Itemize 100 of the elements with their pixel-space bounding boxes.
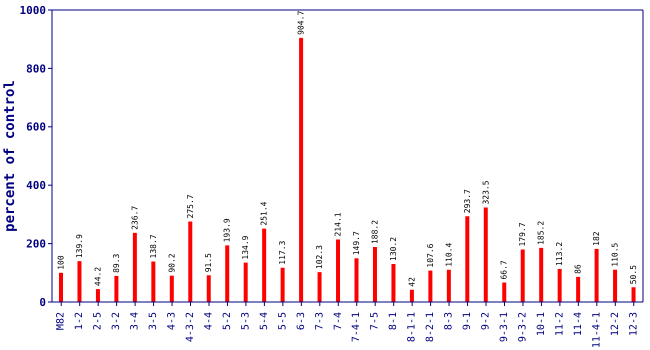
data-label: 293.7 — [462, 188, 472, 214]
bar — [576, 276, 580, 302]
y-tick-label: 200 — [26, 238, 46, 251]
x-tick-label: 3-2 — [111, 312, 122, 330]
bar — [114, 276, 118, 302]
data-label: 89.3 — [112, 253, 121, 273]
data-label: 42 — [407, 276, 416, 287]
y-tick-label: 0 — [39, 296, 46, 309]
data-label: 110.5 — [610, 242, 620, 267]
bar — [410, 290, 414, 302]
x-tick-label: 9-3-2 — [517, 312, 528, 342]
x-tick-label: 11-4-1 — [591, 312, 602, 348]
x-tick-label: 10-1 — [536, 312, 547, 336]
data-label: 134.9 — [241, 235, 250, 260]
x-tick-label: 7-5 — [370, 312, 381, 330]
data-label: 130.2 — [388, 236, 398, 261]
x-tick-label: 5-3 — [240, 312, 252, 330]
data-label: 185.2 — [536, 220, 546, 245]
bar — [613, 270, 618, 302]
x-tick-label: 4-4 — [203, 312, 214, 330]
x-tick-label: 7-4 — [332, 312, 344, 330]
x-tick-label: 6-3 — [296, 312, 307, 330]
data-label: 193.9 — [222, 218, 232, 242]
data-label: 44.2 — [93, 266, 102, 286]
data-label: 139.9 — [74, 234, 84, 258]
data-label: 117.3 — [278, 240, 288, 265]
bar — [465, 216, 470, 302]
x-tick-label: 5-4 — [258, 312, 270, 330]
x-tick-label: 3-5 — [148, 312, 160, 330]
bar — [318, 272, 322, 302]
x-tick-label: 4-3 — [166, 312, 178, 330]
data-label: 182 — [592, 231, 602, 246]
bar — [391, 264, 396, 302]
bar — [77, 261, 82, 302]
bar — [59, 272, 63, 302]
bar — [188, 221, 192, 302]
data-label: 188.2 — [370, 220, 380, 244]
bar — [244, 262, 248, 302]
bar — [594, 248, 599, 302]
x-tick-label: 11-2 — [554, 312, 566, 336]
data-label: 100 — [56, 255, 66, 270]
x-tick-label: 7-3 — [314, 312, 326, 330]
bar — [280, 268, 285, 302]
x-tick-label: 8-1 — [388, 312, 400, 330]
data-label: 323.5 — [481, 180, 490, 205]
x-tick-label: 5-2 — [222, 312, 233, 330]
data-label: 251.4 — [260, 201, 269, 226]
x-tick-label: 8-1-1 — [406, 312, 418, 342]
y-tick-label: 800 — [26, 62, 46, 76]
bar — [372, 247, 377, 302]
bar — [225, 245, 230, 302]
x-tick-label: 8-3 — [444, 312, 455, 330]
data-label: 113.2 — [555, 242, 564, 266]
x-tick-label: 7-4-1 — [351, 312, 362, 342]
x-tick-label: 4-3-2 — [185, 312, 196, 342]
bar — [96, 289, 100, 302]
bar — [539, 248, 544, 302]
bar — [354, 258, 358, 302]
x-tick-label: 3-4 — [130, 312, 141, 330]
bar — [558, 268, 562, 302]
bar — [206, 275, 211, 302]
bar — [299, 38, 304, 302]
data-label: 214.1 — [334, 212, 343, 236]
x-tick-label: 12-3 — [628, 312, 640, 336]
x-tick-label: 9-3-1 — [498, 312, 510, 342]
x-tick-label: 5-5 — [277, 312, 288, 330]
data-label: 149.7 — [352, 231, 361, 256]
data-label: 50.5 — [629, 264, 638, 284]
data-label: 138.7 — [148, 234, 158, 258]
bar — [520, 250, 525, 302]
x-tick-label: 11-4 — [572, 312, 584, 336]
data-label: 86 — [574, 264, 583, 274]
data-label: 904.7 — [296, 10, 306, 35]
data-label: 275.7 — [186, 194, 195, 218]
x-tick-label: 12-2 — [610, 312, 621, 336]
x-tick-label: M82 — [56, 312, 67, 330]
bar — [632, 287, 636, 302]
x-tick-label: 9-2 — [480, 312, 492, 330]
data-label: 107.6 — [426, 243, 435, 268]
data-label: 102.3 — [315, 244, 324, 270]
x-tick-label: 1-2 — [74, 312, 86, 330]
bar — [132, 232, 137, 302]
data-label: 110.4 — [444, 242, 454, 267]
y-tick-label: 1000 — [20, 4, 46, 17]
bar — [502, 282, 506, 302]
data-label: 91.5 — [204, 252, 214, 272]
bar — [336, 239, 340, 302]
y-axis-title: percent of control — [2, 80, 18, 232]
data-label: 179.7 — [518, 222, 528, 247]
bar — [428, 270, 432, 302]
data-label: 90.2 — [167, 253, 176, 273]
bar — [484, 208, 488, 302]
y-tick-label: 600 — [26, 120, 46, 134]
bar — [262, 228, 266, 302]
y-tick-label: 400 — [26, 179, 46, 192]
bar — [446, 270, 451, 302]
bar — [170, 276, 174, 302]
data-label: 66.7 — [500, 260, 509, 280]
x-tick-label: 2-5 — [92, 312, 104, 330]
bar — [151, 262, 156, 302]
